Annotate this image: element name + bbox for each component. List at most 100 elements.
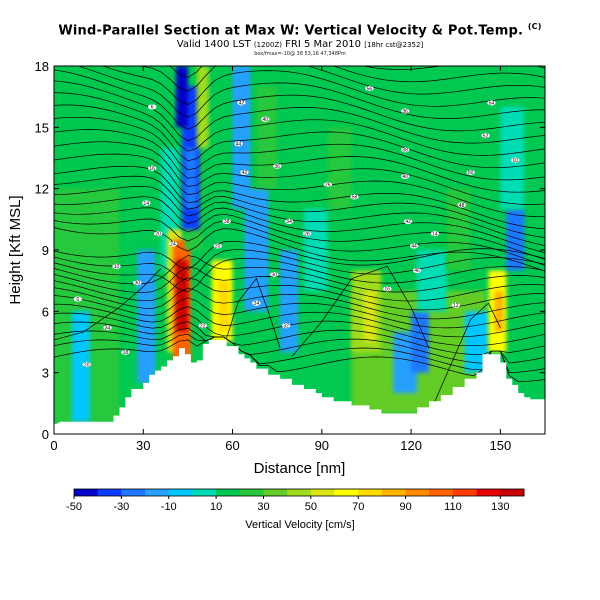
colorbar-swatch (192, 489, 217, 496)
contour-label: 34 (286, 219, 292, 225)
theta-contour (54, 227, 545, 272)
contour-label-bg (103, 325, 112, 331)
theta-contour (54, 185, 545, 246)
colorbar-swatch (168, 489, 193, 496)
velocity-cell (446, 188, 471, 271)
contour-label: 30 (135, 281, 141, 287)
contour-label: 24 (254, 301, 260, 307)
contour-label-bg (240, 169, 249, 175)
y-axis-title: Height [Kft MSL] (7, 195, 24, 304)
theta-contour (54, 80, 545, 144)
contour-label: 44 (411, 244, 417, 250)
contour-label-bg (400, 173, 410, 179)
contour-label: 20 (215, 244, 221, 250)
colorbar-tick-label: 70 (352, 501, 364, 513)
theta-contour (54, 116, 545, 181)
contour-labels: 6 10 14 16 6 20 24 30 34 20 38 42 44 42 40 36 34 30 28 26 36… (73, 85, 520, 368)
contour-label: 28 (304, 231, 310, 237)
subtitle-valid: Valid 1400 LST (176, 39, 251, 50)
colorbar-tick-label: 110 (444, 501, 462, 513)
theta-contour (101, 66, 545, 107)
velocity-cell (176, 260, 188, 332)
chart-title-text: Wind-Parallel Section at Max W: Vertical… (58, 23, 524, 39)
contour-label: 18 (123, 350, 129, 356)
velocity-cell (494, 290, 504, 332)
colorbar-swatch (145, 489, 170, 496)
y-tick-label: 6 (42, 304, 49, 319)
contour-label-bg (222, 218, 231, 224)
theta-contour (54, 104, 545, 169)
contour-label-bg (121, 349, 130, 355)
contour-label: 38 (224, 219, 230, 225)
contour-label-bg (466, 169, 475, 175)
contour-label-bg (272, 163, 282, 169)
velocity-cell (217, 280, 230, 332)
colorbar-swatch (216, 489, 241, 496)
contour-label-bg (213, 243, 222, 249)
contour-label: 10 (512, 158, 518, 164)
theta-contour (54, 92, 545, 156)
colorbar-tick-label: 50 (305, 501, 317, 513)
y-tick-label: 0 (42, 427, 49, 442)
theta-contour (54, 165, 545, 230)
colorbar-frame (73, 488, 525, 497)
contour-label-bg (148, 104, 157, 110)
colorbar-swatch (239, 489, 264, 496)
colorbar-swatch (97, 489, 122, 496)
contour-label-bg (430, 231, 440, 237)
velocity-cell (176, 66, 188, 128)
theta-contour (54, 153, 545, 218)
contour-label-bg (365, 85, 374, 92)
velocity-cell (184, 147, 197, 210)
contour-label-bg (400, 108, 410, 114)
theta-contour (77, 66, 545, 119)
contour-label: 40 (262, 117, 268, 123)
theta-contour (54, 207, 545, 260)
contour-label-bg (323, 181, 332, 188)
contour-label: 54 (489, 101, 495, 107)
velocity-cell (363, 290, 376, 342)
contour-label: 12 (453, 303, 459, 309)
x-tick-label: 90 (315, 438, 329, 453)
contour-label-bg (237, 100, 246, 106)
theta-contour (54, 277, 545, 311)
theta-contour (169, 66, 545, 83)
contour-label: 24 (170, 242, 176, 248)
theta-contour (54, 69, 545, 132)
potential-temperature-contours (54, 66, 545, 402)
contour-label-bg (234, 141, 243, 147)
x-tick-label: 150 (490, 438, 512, 453)
velocity-cell (327, 127, 352, 210)
contour-label-bg (383, 286, 392, 292)
contour-label: 20 (84, 362, 90, 368)
contour-label: 46 (414, 268, 420, 274)
x-tick-label: 60 (225, 438, 239, 453)
theta-contour (54, 327, 545, 364)
colorbar-swatch (334, 489, 359, 496)
contour-label-bg (142, 200, 151, 206)
contour-label: 6 (151, 105, 154, 111)
contour-label-bg (198, 323, 207, 329)
velocity-cell (71, 311, 90, 422)
theta-contour-closed (291, 265, 430, 357)
velocity-cell (54, 66, 144, 189)
contour-label: 16 (149, 166, 155, 172)
colorbar-tick-label: 90 (399, 501, 411, 513)
velocity-cell (232, 66, 251, 210)
colorbar-title: Vertical Velocity [cm/s] (245, 519, 354, 531)
contour-label: 48 (459, 203, 465, 209)
theta-contour (54, 312, 545, 347)
y-tick-label: 3 (42, 366, 49, 381)
theta-contour (54, 196, 545, 254)
contour-label-bg (148, 165, 157, 171)
contour-label: 36 (274, 164, 280, 170)
contour-label: 14 (143, 201, 149, 207)
subtitle-run: [18hr cst@2352] (364, 41, 424, 49)
contour-label-bg (168, 241, 178, 247)
colorbar-swatch (121, 489, 146, 496)
contour-label: 10 (114, 264, 120, 270)
chart-note: box/fmax=-10@ 38 53,16 47,348Pm (254, 51, 346, 57)
contour-label: 56 (367, 86, 373, 92)
colorbar: -50 -30 -10 10 30 50 70 90 110 130 Vertical Veloci… (66, 488, 525, 531)
contour-label: 58 (352, 195, 358, 201)
